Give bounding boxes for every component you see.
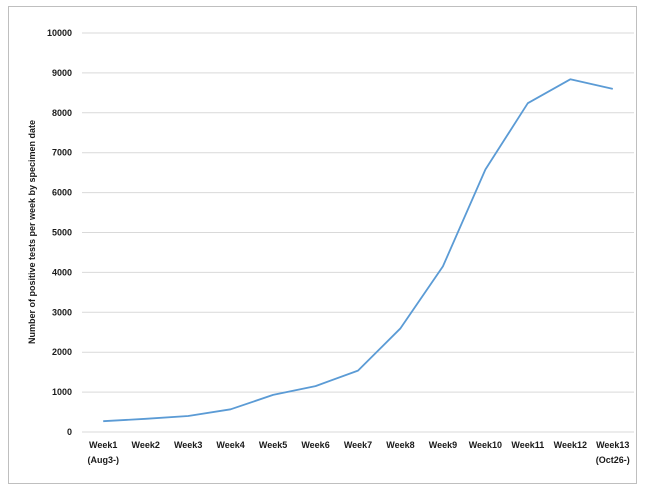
chart-frame xyxy=(8,6,637,484)
y-tick-label: 9000 xyxy=(52,68,72,78)
data-point xyxy=(400,328,401,329)
x-axis-ticks: Week1 (Aug3-) Week2 Week3 Week4 Week5 Week6 Wee… xyxy=(87,440,629,465)
x-tick-label: Week11 xyxy=(511,440,544,450)
x-tick-label: Week3 xyxy=(174,440,202,450)
x-tick-label: Week1 (Aug3-) xyxy=(87,440,119,465)
data-point xyxy=(442,266,443,267)
data-point xyxy=(230,409,231,410)
gridlines xyxy=(82,32,634,433)
y-tick-label: 5000 xyxy=(52,228,72,238)
y-tick-label: 4000 xyxy=(52,267,72,277)
y-tick-label: 8000 xyxy=(52,108,72,118)
y-axis-ticks: 0 1000 2000 3000 4000 5000 6000 7000 8000 9000 100… xyxy=(47,28,72,437)
y-tick-label: 1000 xyxy=(52,387,72,397)
x-tick-label: Week9 xyxy=(429,440,457,450)
y-tick-label: 10000 xyxy=(47,28,72,38)
data-point xyxy=(358,370,359,371)
x-tick-label: Week2 xyxy=(132,440,160,450)
y-tick-label: 6000 xyxy=(52,188,72,198)
data-point xyxy=(103,421,104,422)
y-tick-label: 7000 xyxy=(52,148,72,158)
x-tick-label: Week6 xyxy=(301,440,329,450)
y-tick-label: 0 xyxy=(67,427,72,437)
x-tick-label: Week12 xyxy=(554,440,587,450)
series-line xyxy=(103,78,613,423)
x-tick-label: Week7 xyxy=(344,440,372,450)
data-point xyxy=(315,386,316,387)
data-point xyxy=(570,79,571,80)
y-axis-label: Number of positive tests per week by spe… xyxy=(27,120,37,344)
data-point xyxy=(527,103,528,104)
data-point xyxy=(188,416,189,417)
y-tick-label: 3000 xyxy=(52,307,72,317)
data-point xyxy=(145,418,146,419)
data-point xyxy=(273,394,274,395)
series-group xyxy=(103,78,613,423)
x-tick-label: Week5 xyxy=(259,440,287,450)
x-tick-label: Week8 xyxy=(386,440,414,450)
data-point xyxy=(612,88,613,89)
y-tick-label: 2000 xyxy=(52,347,72,357)
data-point xyxy=(485,169,486,170)
x-tick-label: Week10 xyxy=(469,440,502,450)
x-tick-label: Week13 (Oct26-) xyxy=(596,440,630,465)
x-tick-label: Week4 xyxy=(216,440,244,450)
